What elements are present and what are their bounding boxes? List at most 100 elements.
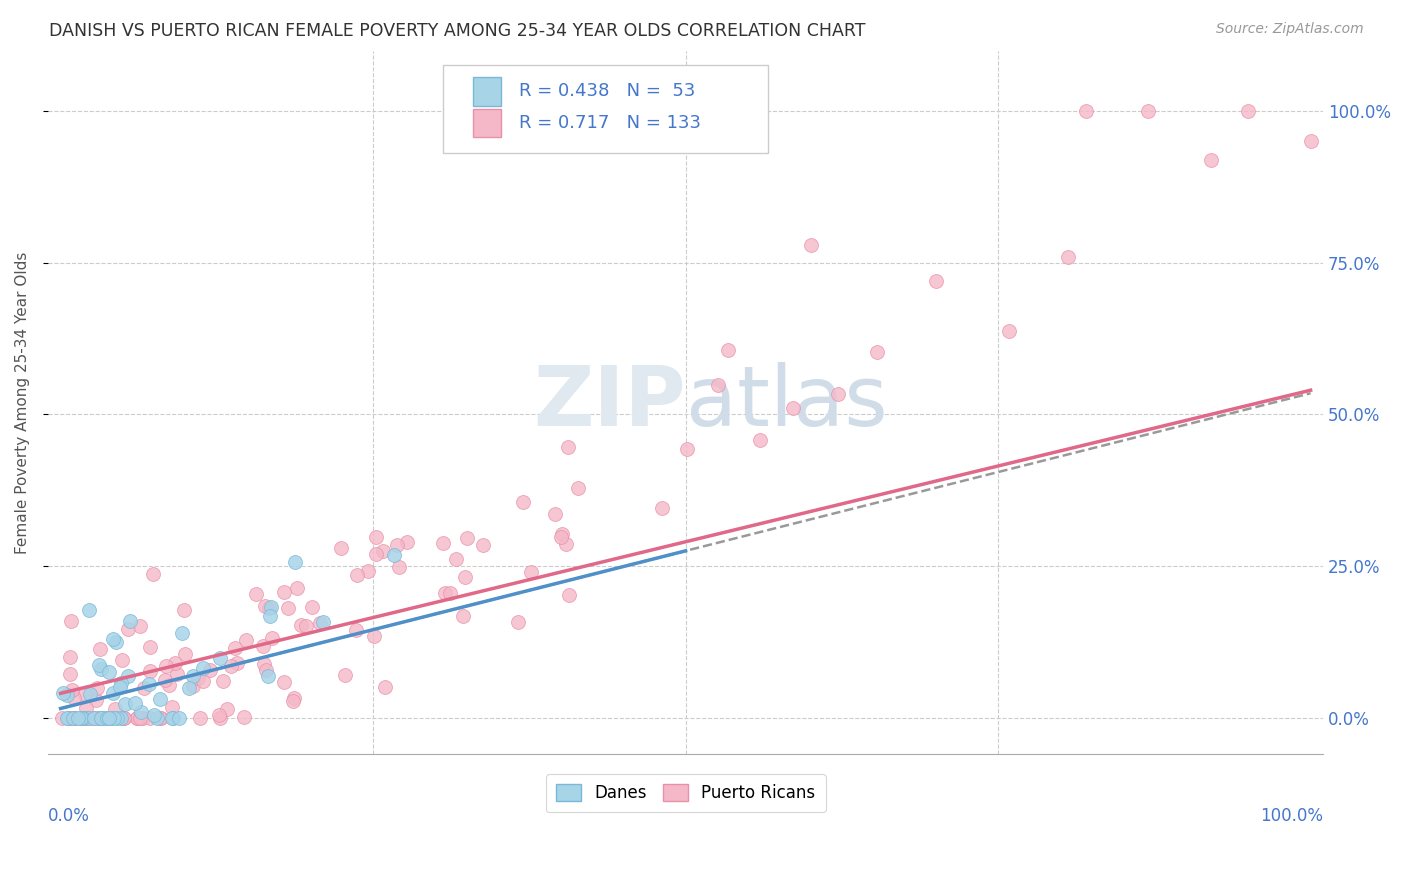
Point <box>388 559 411 574</box>
Point <box>254 663 277 677</box>
Point <box>211 674 233 689</box>
Point <box>143 708 166 723</box>
Point <box>150 710 173 724</box>
Point <box>262 631 284 645</box>
Point <box>273 585 295 599</box>
Point <box>110 710 132 724</box>
Point <box>124 696 146 710</box>
Text: ZIP: ZIP <box>533 362 686 442</box>
Point <box>160 700 183 714</box>
Point <box>70 710 93 724</box>
Point <box>219 658 242 673</box>
Point <box>163 656 186 670</box>
Point <box>384 548 406 562</box>
Point <box>174 647 197 661</box>
Point <box>129 618 152 632</box>
Point <box>97 710 120 724</box>
Point <box>100 710 122 724</box>
Point <box>77 710 100 724</box>
Point <box>66 710 89 724</box>
Point <box>444 551 467 566</box>
Legend: Danes, Puerto Ricans: Danes, Puerto Ricans <box>546 774 825 813</box>
Point <box>103 632 125 647</box>
Point <box>707 378 730 392</box>
Text: 0.0%: 0.0% <box>48 806 90 825</box>
Point <box>96 710 118 724</box>
Point <box>87 658 110 673</box>
Point <box>146 710 169 724</box>
Point <box>117 669 139 683</box>
Point <box>252 639 274 653</box>
Point <box>112 710 135 724</box>
Point <box>364 530 387 544</box>
Point <box>191 661 214 675</box>
FancyBboxPatch shape <box>443 65 769 153</box>
Point <box>91 710 114 724</box>
Point <box>59 650 82 665</box>
Point <box>89 642 111 657</box>
Point <box>782 401 804 415</box>
Point <box>454 570 477 584</box>
Point <box>139 640 162 654</box>
Point <box>104 702 127 716</box>
Point <box>433 586 456 600</box>
Text: DANISH VS PUERTO RICAN FEMALE POVERTY AMONG 25-34 YEAR OLDS CORRELATION CHART: DANISH VS PUERTO RICAN FEMALE POVERTY AM… <box>49 22 866 40</box>
Point <box>139 710 162 724</box>
Point <box>90 710 112 724</box>
Point <box>84 693 107 707</box>
Point <box>129 710 152 724</box>
Point <box>166 667 188 681</box>
Point <box>79 687 101 701</box>
Text: R = 0.717   N = 133: R = 0.717 N = 133 <box>519 114 700 132</box>
Point <box>329 541 352 555</box>
Point <box>385 538 408 552</box>
Point <box>363 630 385 644</box>
Point <box>96 710 118 724</box>
Point <box>160 710 183 724</box>
Point <box>56 710 79 724</box>
Point <box>62 710 84 724</box>
Point <box>111 653 134 667</box>
Point <box>155 659 177 673</box>
Point <box>471 537 494 551</box>
Point <box>554 536 576 550</box>
Point <box>112 710 135 724</box>
Point <box>232 710 254 724</box>
Text: atlas: atlas <box>686 362 887 442</box>
Point <box>235 632 257 647</box>
Point <box>89 710 111 724</box>
Point <box>456 532 478 546</box>
Point <box>209 710 232 724</box>
Point <box>567 481 589 495</box>
Point <box>558 588 581 602</box>
Point <box>1199 153 1222 167</box>
Point <box>208 708 231 723</box>
Point <box>432 536 454 550</box>
Point <box>1137 104 1160 119</box>
Point <box>253 657 276 672</box>
Point <box>108 680 131 694</box>
Point <box>357 564 380 578</box>
Point <box>208 650 231 665</box>
Point <box>284 555 307 569</box>
Point <box>60 682 83 697</box>
Point <box>120 614 142 628</box>
Point <box>170 626 193 640</box>
Point <box>346 568 368 582</box>
Point <box>117 622 139 636</box>
Point <box>58 710 80 724</box>
Point <box>651 501 673 516</box>
Point <box>138 677 160 691</box>
Point <box>62 710 84 724</box>
Point <box>200 663 222 677</box>
Point <box>1074 104 1097 119</box>
Point <box>149 692 172 706</box>
Point <box>82 710 104 724</box>
Y-axis label: Female Poverty Among 25-34 Year Olds: Female Poverty Among 25-34 Year Olds <box>15 252 30 554</box>
Point <box>177 681 200 696</box>
Point <box>257 601 280 615</box>
Point <box>551 527 574 541</box>
Point <box>167 710 190 724</box>
Point <box>103 686 125 700</box>
Point <box>395 535 418 549</box>
